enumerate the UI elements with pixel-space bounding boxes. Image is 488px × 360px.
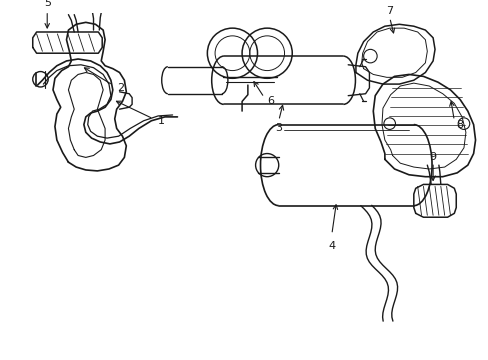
Text: 9: 9 [428,152,436,162]
Text: 6: 6 [266,96,274,107]
Text: 3: 3 [275,123,282,134]
Text: 8: 8 [455,120,463,130]
Text: 2: 2 [117,83,123,93]
Text: 4: 4 [327,241,335,251]
Text: 7: 7 [386,6,392,16]
Text: 1: 1 [158,116,165,126]
Text: 5: 5 [43,0,51,8]
